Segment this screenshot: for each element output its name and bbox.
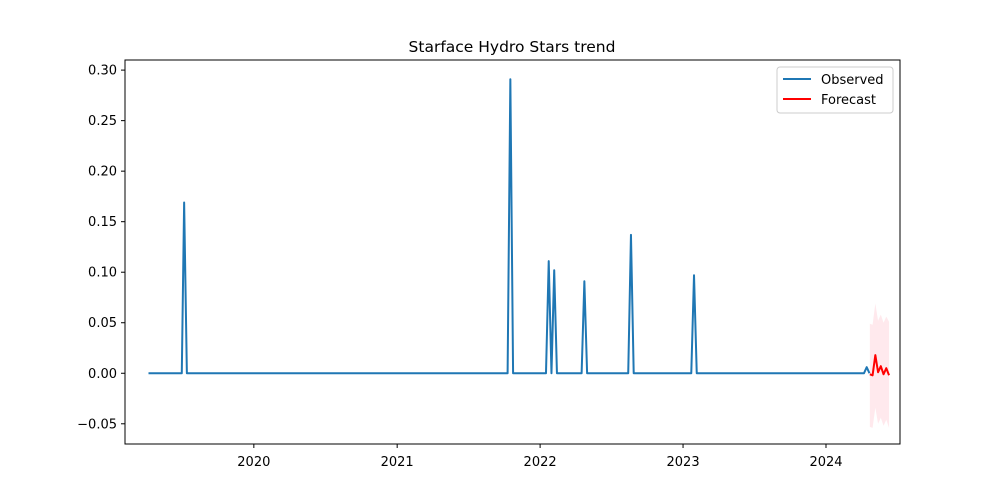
- y-tick-label: 0.00: [88, 367, 117, 382]
- legend: Observed Forecast: [776, 66, 894, 114]
- forecast-confidence-band: [869, 303, 890, 428]
- plot-frame: [124, 59, 901, 445]
- legend-label-forecast: Forecast: [821, 93, 876, 108]
- y-tick-label: 0.15: [88, 215, 117, 230]
- y-tick-label: 0.25: [88, 114, 117, 129]
- legend-label-observed: Observed: [821, 73, 884, 88]
- y-tick-label: 0.10: [88, 266, 117, 281]
- chart-title: Starface Hydro Stars trend: [409, 38, 616, 56]
- series-line-forecast: [869, 354, 890, 377]
- y-tick-label: 0.05: [88, 316, 117, 331]
- x-tick-label: 2024: [809, 455, 842, 470]
- x-tick-label: 2023: [667, 455, 700, 470]
- x-tick-label: 2020: [237, 455, 270, 470]
- y-tick-label: 0.20: [88, 165, 117, 180]
- y-tick-label: 0.30: [88, 64, 117, 79]
- x-tick-label: 2021: [381, 455, 414, 470]
- y-tick-label: −0.05: [77, 417, 117, 432]
- series-line-observed: [148, 78, 871, 375]
- x-tick-label: 2022: [524, 455, 557, 470]
